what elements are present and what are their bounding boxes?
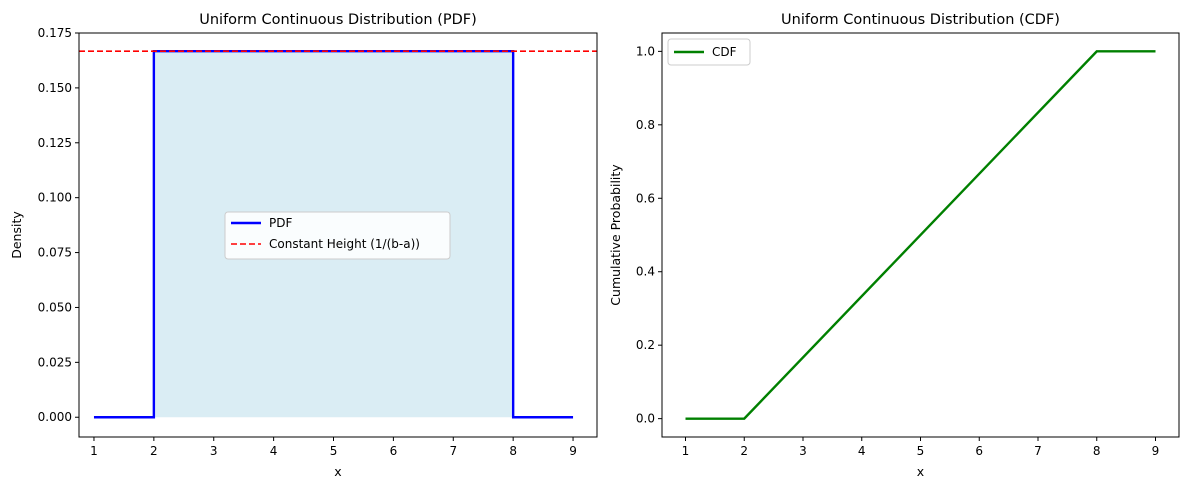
- pdf-chart: Uniform Continuous Distribution (PDF) 1 2…: [9, 12, 598, 479]
- pdf-y-tick-label: 0.025: [38, 355, 72, 369]
- cdf-legend-box: [667, 38, 751, 66]
- pdf-x-axis-label: x: [334, 464, 341, 479]
- pdf-legend-label-pdf: PDF: [269, 216, 292, 230]
- pdf-x-tick-label: 1: [90, 444, 98, 458]
- cdf-x-tick-label: 7: [1034, 444, 1042, 458]
- cdf-x-tick-label: 8: [1093, 444, 1101, 458]
- cdf-chart: Uniform Continuous Distribution (CDF) 1 2…: [608, 12, 1180, 479]
- cdf-legend: CDF: [667, 38, 751, 66]
- cdf-y-tick-label: 0.2: [636, 338, 655, 352]
- cdf-x-tick-label: 5: [917, 444, 925, 458]
- pdf-legend-box: [224, 211, 451, 260]
- cdf-series-cdf: [685, 50, 1156, 420]
- pdf-legend-label-constant-height: Constant Height (1/(b-a)): [269, 237, 420, 251]
- pdf-axes-frame: [78, 32, 598, 438]
- cdf-y-tick-label: 0.0: [636, 412, 655, 426]
- pdf-x-tick-label: 5: [330, 444, 338, 458]
- pdf-y-tick-label: 0.150: [38, 81, 72, 95]
- cdf-y-axis-label: Cumulative Probability: [608, 164, 623, 306]
- pdf-title: Uniform Continuous Distribution (PDF): [199, 12, 477, 28]
- pdf-x-tick-label: 9: [569, 444, 577, 458]
- cdf-y-tick-label: 0.8: [636, 118, 655, 132]
- pdf-y-tick-label: 0.000: [38, 410, 72, 424]
- pdf-x-tick-label: 7: [449, 444, 457, 458]
- cdf-x-tick-label: 6: [975, 444, 983, 458]
- pdf-x-tick-label: 8: [509, 444, 517, 458]
- cdf-x-tick-label: 9: [1152, 444, 1160, 458]
- cdf-y-tick-label: 0.4: [636, 265, 655, 279]
- cdf-x-tick-label: 2: [740, 444, 748, 458]
- cdf-plot-area: 1 2 3 4 5 6 7 8 9 0.0 0.2 0.4 0.6 0.8 1.0: [636, 32, 1180, 458]
- cdf-legend-label-cdf: CDF: [712, 45, 737, 59]
- cdf-title: Uniform Continuous Distribution (CDF): [781, 12, 1060, 28]
- cdf-x-tick-label: 4: [858, 444, 866, 458]
- pdf-x-tick-label: 4: [270, 444, 278, 458]
- pdf-x-tick-label: 3: [210, 444, 218, 458]
- pdf-plot-area: 1 2 3 4 5 6 7 8 9 0.000 0.025 0.050 0.075 0.100 0.125 0…: [38, 26, 598, 458]
- pdf-y-axis-label: Density: [9, 211, 24, 259]
- pdf-y-tick-label: 0.075: [38, 246, 72, 260]
- cdf-x-tick-label: 1: [682, 444, 690, 458]
- pdf-y-tick-label: 0.125: [38, 136, 72, 150]
- pdf-y-tick-label: 0.175: [38, 26, 72, 40]
- cdf-y-tick-label: 0.6: [636, 191, 655, 205]
- pdf-legend: PDF Constant Height (1/(b-a)): [224, 211, 451, 260]
- cdf-y-tick-label: 1.0: [636, 44, 655, 58]
- pdf-y-tick-label: 0.050: [38, 300, 72, 314]
- cdf-x-axis-label: x: [917, 464, 924, 479]
- pdf-y-tick-label: 0.100: [38, 191, 72, 205]
- cdf-x-tick-label: 3: [799, 444, 807, 458]
- pdf-x-tick-label: 6: [390, 444, 398, 458]
- pdf-x-tick-label: 2: [150, 444, 158, 458]
